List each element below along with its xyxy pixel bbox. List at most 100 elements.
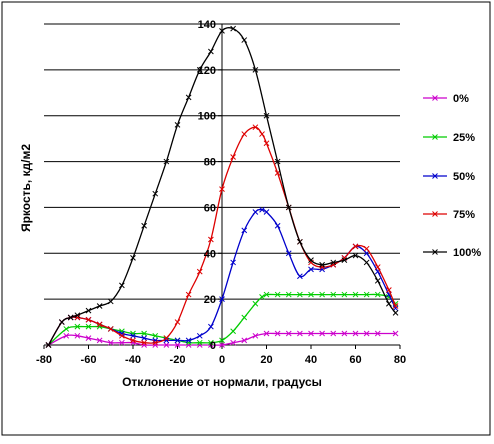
data-point-2-19 xyxy=(252,209,259,215)
data-point-4-26 xyxy=(330,259,337,266)
data-point-1-9 xyxy=(152,332,159,339)
data-point-1-24 xyxy=(308,291,314,298)
data-point-2-13 xyxy=(185,337,192,344)
x-tick-label-6: 40 xyxy=(305,354,317,366)
data-point-0-30 xyxy=(392,330,399,337)
data-point-0-22 xyxy=(297,330,303,337)
data-point-3-18 xyxy=(241,131,248,137)
data-point-4-32 xyxy=(392,310,399,316)
data-point-0-1 xyxy=(63,332,70,339)
data-point-1-20 xyxy=(263,291,270,298)
legend-marker-1 xyxy=(432,134,438,140)
data-point-1-22 xyxy=(285,291,292,298)
y-tick-label-3: 60 xyxy=(204,202,216,214)
data-point-4-31 xyxy=(386,300,392,307)
tick-labels: -80 -60 -40 -20 0 20 40 60 80 0 20 40 60 80 100 120 140 xyxy=(36,19,406,366)
data-point-0-15 xyxy=(219,342,225,348)
x-tick-label-0: -80 xyxy=(36,354,52,366)
data-point-0-18 xyxy=(252,332,259,339)
data-point-4-20 xyxy=(263,112,270,119)
data-point-3-25 xyxy=(308,259,314,266)
x-axis-title: Отклонение от нормали, градусы xyxy=(122,375,322,389)
legend-label-2: 50% xyxy=(453,171,475,183)
series-layer xyxy=(45,25,399,348)
legend-item-0: 0% xyxy=(423,93,469,105)
data-point-0-26 xyxy=(341,330,348,337)
x-tick-label-5: 20 xyxy=(260,354,272,366)
data-point-0-4 xyxy=(96,337,103,344)
data-point-4-24 xyxy=(308,257,314,264)
data-point-1-27 xyxy=(341,291,348,298)
series-4 xyxy=(45,25,399,348)
data-point-3-9 xyxy=(141,339,147,346)
data-point-2-23 xyxy=(285,250,292,257)
data-point-4-0 xyxy=(45,342,52,348)
legend-marker-2 xyxy=(432,173,438,179)
y-tick-label-2: 40 xyxy=(204,248,216,260)
data-point-4-19 xyxy=(252,67,259,73)
data-point-3-12 xyxy=(174,319,181,325)
data-point-3-19 xyxy=(252,124,259,131)
data-point-0-20 xyxy=(274,330,281,337)
data-point-1-17 xyxy=(241,314,248,321)
y-axis-title: Яркость, кд/м2 xyxy=(19,144,33,232)
data-point-2-24 xyxy=(297,273,303,280)
data-point-2-9 xyxy=(141,335,147,341)
series-0 xyxy=(45,330,399,348)
y-tick-label-6: 120 xyxy=(198,65,216,77)
data-point-2-14 xyxy=(196,332,203,339)
y-tick-label-7: 140 xyxy=(198,19,216,31)
data-point-3-15 xyxy=(208,236,214,243)
y-tick-label-5: 100 xyxy=(198,111,216,123)
data-point-3-20 xyxy=(259,131,265,137)
data-point-3-21 xyxy=(263,140,270,147)
legend-label-3: 75% xyxy=(453,209,475,221)
data-point-3-8 xyxy=(130,337,136,344)
legend-item-2: 50% xyxy=(423,171,475,183)
data-point-1-30 xyxy=(374,291,381,298)
data-point-0-11 xyxy=(174,342,181,348)
data-point-4-15 xyxy=(208,48,214,55)
legend-item-3: 75% xyxy=(423,209,475,221)
data-point-2-18 xyxy=(241,227,248,234)
axes xyxy=(43,23,401,349)
data-point-4-8 xyxy=(130,255,136,261)
data-point-2-12 xyxy=(174,337,181,344)
data-point-4-22 xyxy=(285,204,292,211)
data-point-4-25 xyxy=(319,261,325,268)
data-point-0-5 xyxy=(107,339,114,346)
x-tick-label-1: -60 xyxy=(81,354,97,366)
data-point-1-14 xyxy=(208,339,214,346)
y-tick-label-4: 80 xyxy=(204,157,216,169)
data-point-4-7 xyxy=(119,282,125,289)
data-point-1-3 xyxy=(85,323,92,330)
x-tick-label-8: 80 xyxy=(394,354,406,366)
data-point-3-11 xyxy=(163,335,170,341)
data-point-4-27 xyxy=(341,257,348,264)
legend-marker-0 xyxy=(432,95,438,101)
data-point-3-17 xyxy=(230,154,236,160)
data-point-4-4 xyxy=(85,307,92,314)
data-point-0-2 xyxy=(74,332,81,339)
data-point-0-24 xyxy=(319,330,325,337)
data-point-1-25 xyxy=(319,291,325,298)
data-point-4-1 xyxy=(58,319,65,325)
legend-item-1: 25% xyxy=(423,132,475,144)
data-point-0-27 xyxy=(352,330,359,337)
data-point-4-9 xyxy=(141,222,147,229)
data-point-3-30 xyxy=(363,245,370,252)
data-point-0-19 xyxy=(263,330,270,337)
legend-item-4: 100% xyxy=(423,247,481,259)
data-point-3-29 xyxy=(352,243,359,250)
chart-border xyxy=(1,1,491,436)
data-point-4-14 xyxy=(196,67,203,73)
data-point-4-10 xyxy=(152,190,159,197)
data-point-3-7 xyxy=(119,332,125,339)
data-point-2-21 xyxy=(263,209,270,215)
data-point-1-8 xyxy=(141,330,147,337)
y-tick-label-0: 0 xyxy=(210,340,216,352)
data-point-0-25 xyxy=(330,330,337,337)
data-point-1-13 xyxy=(196,339,203,346)
